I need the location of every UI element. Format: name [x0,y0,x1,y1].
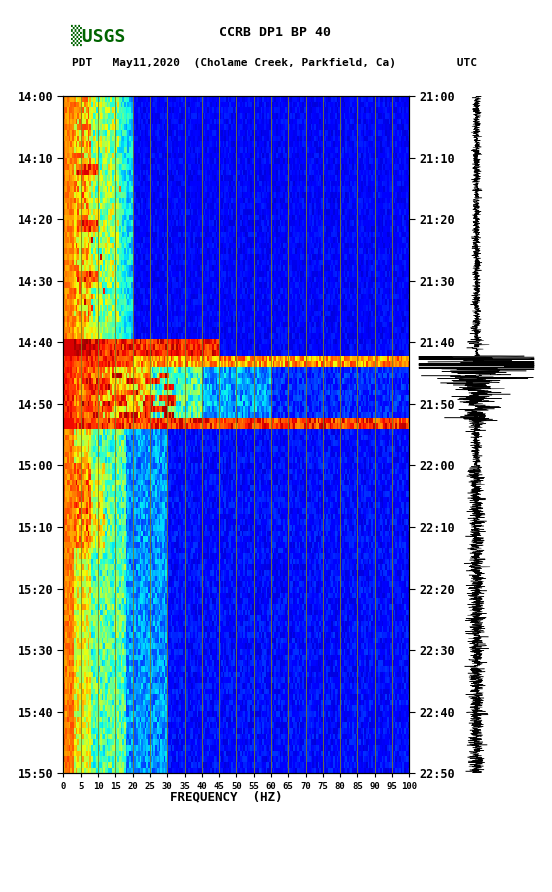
Text: ▒USGS: ▒USGS [71,24,125,45]
Text: FREQUENCY  (HZ): FREQUENCY (HZ) [170,790,282,804]
Text: CCRB DP1 BP 40: CCRB DP1 BP 40 [219,26,331,39]
Text: PDT   May11,2020  (Cholame Creek, Parkfield, Ca)         UTC: PDT May11,2020 (Cholame Creek, Parkfield… [72,58,477,68]
